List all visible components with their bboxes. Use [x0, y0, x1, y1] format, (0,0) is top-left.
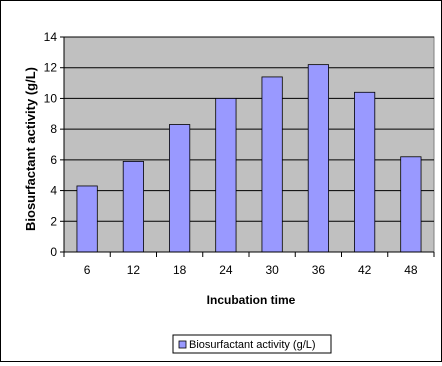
x-tick-label: 48	[404, 263, 418, 277]
y-tick-label: 8	[50, 122, 57, 136]
axes	[60, 36, 435, 257]
legend-box	[172, 334, 332, 354]
bar-24	[215, 98, 237, 253]
legend-swatch	[178, 340, 187, 349]
x-tick-label: 36	[312, 263, 326, 277]
bar-48	[400, 156, 422, 253]
y-tick-label: 6	[50, 153, 57, 167]
bar-42	[354, 91, 376, 253]
y-axis-label: Biosurfactant activity (g/L)	[23, 67, 38, 231]
x-tick-label: 6	[84, 263, 91, 277]
x-tick-label: 42	[358, 263, 372, 277]
legend-label: Biosurfactant activity (g/L)	[189, 339, 316, 351]
x-tick-label: 18	[173, 263, 187, 277]
y-tick-label: 12	[44, 61, 58, 75]
bar-6	[76, 185, 98, 253]
bar-36	[307, 64, 329, 253]
y-tick-labels: 0 2 4 6 8 10 12 14	[44, 30, 58, 259]
bars	[76, 64, 422, 253]
bar-12	[122, 160, 144, 253]
x-tick-label: 24	[219, 263, 233, 277]
bar-30	[261, 76, 283, 253]
y-tick-label: 4	[50, 184, 57, 198]
x-tick-label: 30	[265, 263, 279, 277]
plot-area	[63, 36, 435, 253]
x-tick-labels: 6 12 18 24 30 36 42 48	[84, 263, 418, 277]
x-axis-label: Incubation time	[207, 293, 296, 307]
y-tick-label: 10	[44, 91, 58, 105]
bar-18	[169, 124, 191, 253]
legend: Biosurfactant activity (g/L)	[172, 334, 332, 354]
y-tick-label: 2	[50, 214, 57, 228]
y-tick-label: 14	[44, 30, 58, 44]
x-tick-label: 12	[127, 263, 141, 277]
y-tick-label: 0	[50, 245, 57, 259]
